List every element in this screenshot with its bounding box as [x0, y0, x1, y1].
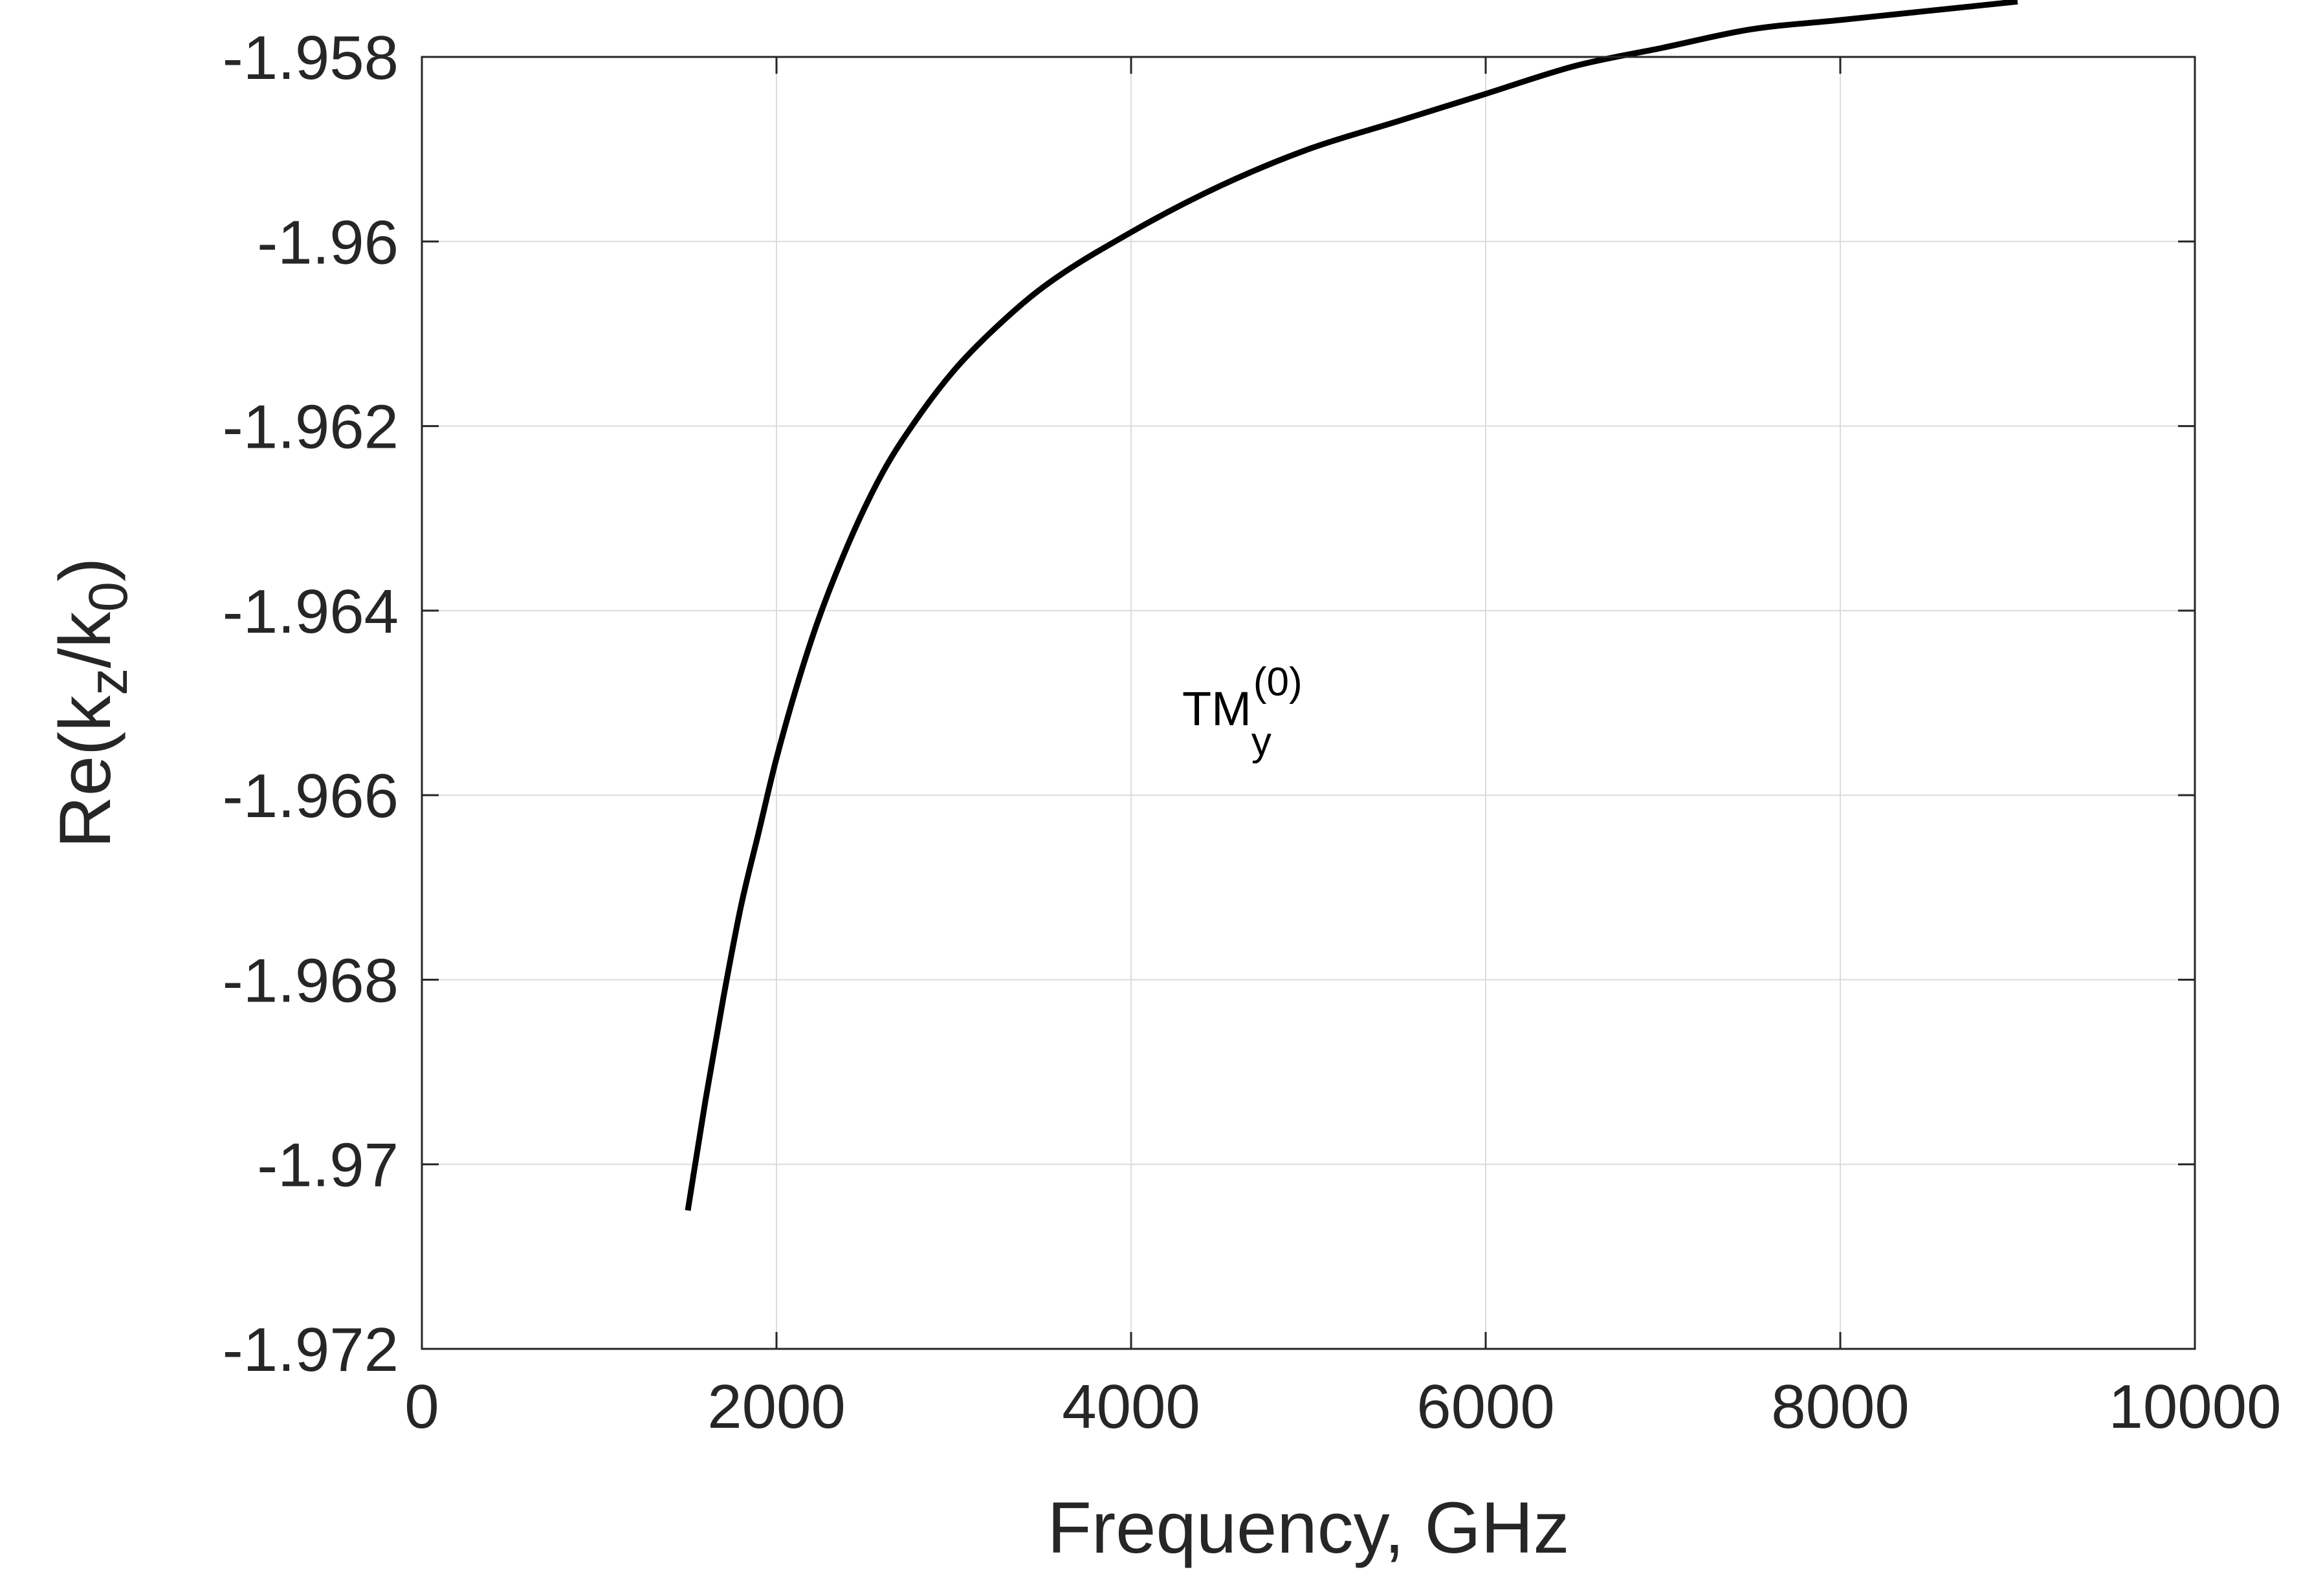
y-axis-title-sub-0: 0 [78, 582, 138, 612]
annotation-base: TM [1182, 682, 1251, 736]
y-axis-title-mid: /k [45, 611, 126, 668]
y-tick-label: -1.972 [223, 1315, 399, 1384]
x-tick-labels: 0 2000 4000 6000 8000 10000 [404, 1372, 2281, 1441]
x-tick-label: 2000 [707, 1372, 846, 1441]
y-axis-title-sub-z: z [78, 668, 138, 695]
y-tick-label: -1.97 [257, 1131, 399, 1200]
y-tick-label: -1.966 [223, 761, 399, 831]
axis-ticks [421, 56, 2196, 1350]
y-axis-title-main: Re(k [45, 695, 126, 848]
x-tick-label: 4000 [1062, 1372, 1200, 1441]
series-annotation-tm-y0: TMy (0) [1182, 660, 1303, 764]
plot-area-border [421, 56, 2196, 1350]
annotation-superscript: (0) [1253, 660, 1303, 705]
x-tick-label: 0 [404, 1372, 439, 1441]
annotation-subscript: y [1251, 719, 1272, 764]
x-axis-title: Frequency, GHz [1047, 1487, 1569, 1568]
y-tick-label: -1.96 [257, 208, 399, 277]
y-tick-label: -1.962 [223, 393, 399, 462]
x-tick-label: 6000 [1416, 1372, 1555, 1441]
y-tick-label: -1.964 [223, 577, 399, 646]
y-tick-label: -1.958 [223, 23, 399, 93]
series-layer [685, 0, 2018, 1211]
series-line-tm-y0 [685, 0, 2018, 1211]
y-tick-labels: -1.972 -1.97 -1.968 -1.966 -1.964 -1.962 -1.96… [223, 23, 399, 1384]
y-axis-title: Re(kz/k0) [45, 558, 138, 849]
x-tick-label: 10000 [2109, 1372, 2282, 1441]
x-tick-label: 8000 [1771, 1372, 1910, 1441]
y-axis-title-end: ) [45, 558, 126, 582]
y-tick-label: -1.968 [223, 946, 399, 1015]
